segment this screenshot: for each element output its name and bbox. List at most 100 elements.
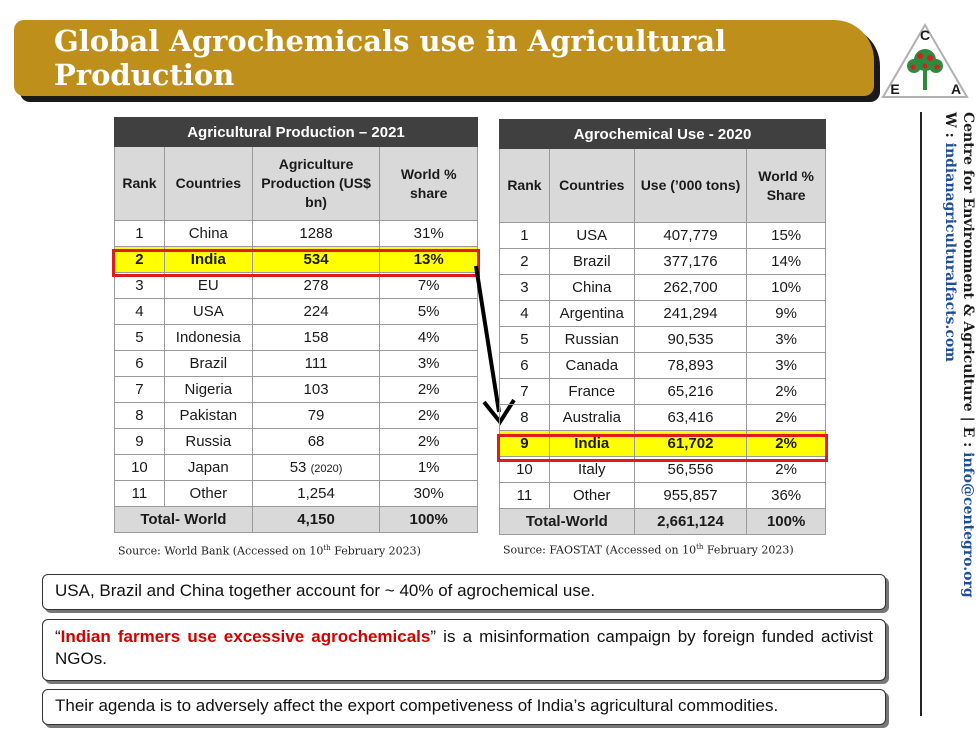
note-box-2: “Indian farmers use excessive agrochemic… [42,619,886,681]
value-cell: 65,216 [633,378,748,405]
table-row: 4 USA 224 5% [114,298,478,325]
note-3-text: Their agenda is to adversely affect the … [55,696,779,715]
table-row: 7 Nigeria 103 2% [114,376,478,403]
value-cell: 111 [251,350,381,377]
table-row: 10 Japan 53 (2020) 1% [114,454,478,481]
table-row: 11 Other 1,254 30% [114,480,478,507]
agrochemical-table-title: Agrochemical Use - 2020 [499,119,826,149]
country-cell: Canada [548,352,635,379]
note-2-highlight: Indian farmers use excessive agrochemica… [60,627,431,646]
header-rank: Rank [499,148,550,223]
india-highlight-box-right [497,434,828,462]
rank-cell: 3 [499,274,550,301]
country-cell: China [163,220,253,247]
share-cell: 2% [379,402,478,429]
share-cell: 5% [379,298,478,325]
total-row: Total- World 4,150 100% [114,506,478,533]
share-cell: 31% [379,220,478,247]
email-link[interactable]: info@centegro.org [960,452,976,598]
rank-cell: 8 [114,402,165,429]
header-production: Agriculture Production (US$ bn) [251,146,381,221]
table-row: 8 Pakistan 79 2% [114,402,478,429]
country-cell: USA [548,222,635,249]
email-label: E : [960,426,976,453]
country-cell: Pakistan [163,402,253,429]
table-row: 5 Russian 90,535 3% [499,326,826,353]
agrochemical-source: Source: FAOSTAT (Accessed on 10th Februa… [503,543,794,557]
table-row: 6 Canada 78,893 3% [499,352,826,379]
tree-icon [907,49,943,90]
value-cell: 79 [251,402,381,429]
rank-cell: 11 [114,480,165,507]
table-row: 6 Brazil 111 3% [114,350,478,377]
country-cell: Brazil [163,350,253,377]
value-cell: 103 [251,376,381,403]
total-label: Total- World [114,506,253,533]
share-cell: 14% [746,248,826,275]
value-cell: 407,779 [633,222,748,249]
share-cell: 3% [746,326,826,353]
table-row: 4 Argentina 241,294 9% [499,300,826,327]
share-cell: 4% [379,324,478,351]
table-row: 2 Brazil 377,176 14% [499,248,826,275]
value-text: 53 [289,459,307,476]
share-cell: 2% [379,428,478,455]
india-highlight-box-left [112,249,480,277]
share-cell: 2% [746,378,826,405]
value-cell: 63,416 [633,404,748,431]
value-cell: 90,535 [633,326,748,353]
share-cell: 36% [746,482,826,509]
header-share: World % share [379,146,478,221]
production-source: Source: World Bank (Accessed on 10th Feb… [118,544,421,558]
share-cell: 1% [379,454,478,481]
total-value: 4,150 [251,506,381,533]
table-row: 11 Other 955,857 36% [499,482,826,509]
rank-cell: 6 [114,350,165,377]
rank-cell: 4 [499,300,550,327]
source-sup: th [696,543,704,551]
page-title: Global Agrochemicals use in Agricultural… [54,24,727,92]
table-row: 3 China 262,700 10% [499,274,826,301]
country-cell: Russia [163,428,253,455]
share-cell: 9% [746,300,826,327]
value-cell: 377,176 [633,248,748,275]
total-share: 100% [379,506,478,533]
country-cell: Argentina [548,300,635,327]
total-share: 100% [746,508,826,535]
note-2-text: ” is a misinformation campaign by foreig… [55,627,874,668]
country-cell: France [548,378,635,405]
note-box-1: USA, Brazil and China together account f… [42,574,886,610]
title-banner: Global Agrochemicals use in Agricultural… [14,20,874,96]
country-cell: Australia [548,404,635,431]
rank-cell: 9 [114,428,165,455]
value-cell: 53 (2020) [251,454,381,481]
website-link[interactable]: indianagriculturalfacts.com [942,142,958,362]
agrochemical-table: Agrochemical Use - 2020 Rank Countries U… [499,119,826,535]
table-row: 8 Australia 63,416 2% [499,404,826,431]
share-cell: 10% [746,274,826,301]
country-cell: China [548,274,635,301]
share-cell: 3% [746,352,826,379]
header-countries: Countries [163,146,253,221]
agrochemical-rows: 1 USA 407,779 15% 2 Brazil 377,176 14% 3 China 2… [499,222,826,535]
table-row: 5 Indonesia 158 4% [114,324,478,351]
cea-logo: C E A [881,23,969,98]
share-cell: 30% [379,480,478,507]
rank-cell: 6 [499,352,550,379]
header-countries: Countries [548,148,635,223]
country-cell: USA [163,298,253,325]
total-value: 2,661,124 [633,508,748,535]
production-table-title: Agricultural Production – 2021 [114,117,478,147]
web-label: W : [942,112,958,143]
country-cell: Japan [163,454,253,481]
header-rank: Rank [114,146,165,221]
logo-letter-c: C [920,27,930,43]
country-cell: Other [163,480,253,507]
sidebar-separator: | [960,416,976,422]
note-box-3: Their agenda is to adversely affect the … [42,689,886,725]
rank-cell: 2 [499,248,550,275]
rank-cell: 7 [499,378,550,405]
value-cell: 1288 [251,220,381,247]
logo-letter-a: A [951,81,961,97]
share-cell: 2% [746,404,826,431]
